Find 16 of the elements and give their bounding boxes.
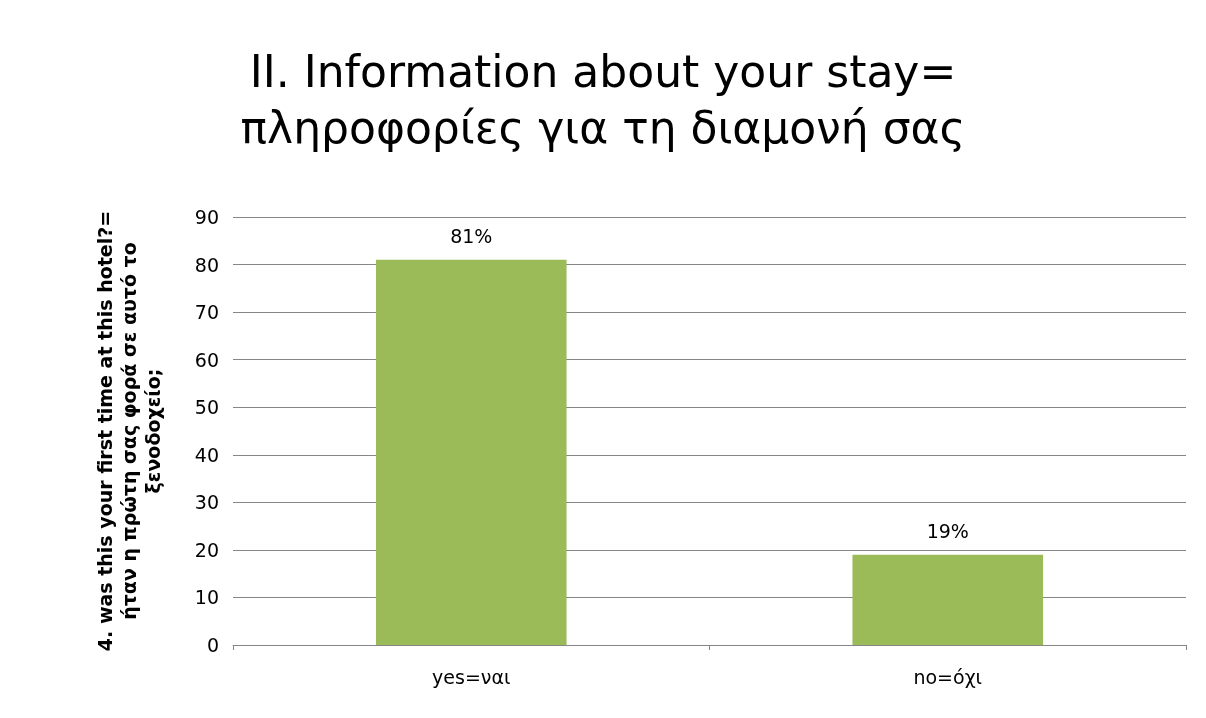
y-tick-label: 90 (194, 206, 219, 228)
y-tick-label: 0 (206, 634, 219, 656)
data-label: 81% (450, 225, 493, 248)
y-tick-label: 30 (194, 491, 219, 514)
y-tick-label: 80 (194, 253, 219, 276)
y-axis-title: 4. was this your first time at this hotel?= ήταν η πρώτη σας φορά σε αυτό το ξενοδοχείο; (94, 210, 164, 652)
data-label: 19% (926, 520, 969, 543)
y-tick-label: 70 (194, 301, 219, 324)
y-tick-label: 40 (194, 443, 219, 466)
chart-title: II. Information about your stay= πληροφορίες για τη διαμονή σας (240, 45, 966, 153)
x-tick-label: no=όχι (913, 665, 983, 688)
y-tick-label: 20 (194, 538, 219, 561)
x-tick-label: yes=ναι (432, 665, 511, 688)
y-tick-label: 60 (194, 348, 219, 371)
y-tick-label: 10 (194, 586, 219, 609)
y-tick-label: 50 (194, 396, 219, 419)
